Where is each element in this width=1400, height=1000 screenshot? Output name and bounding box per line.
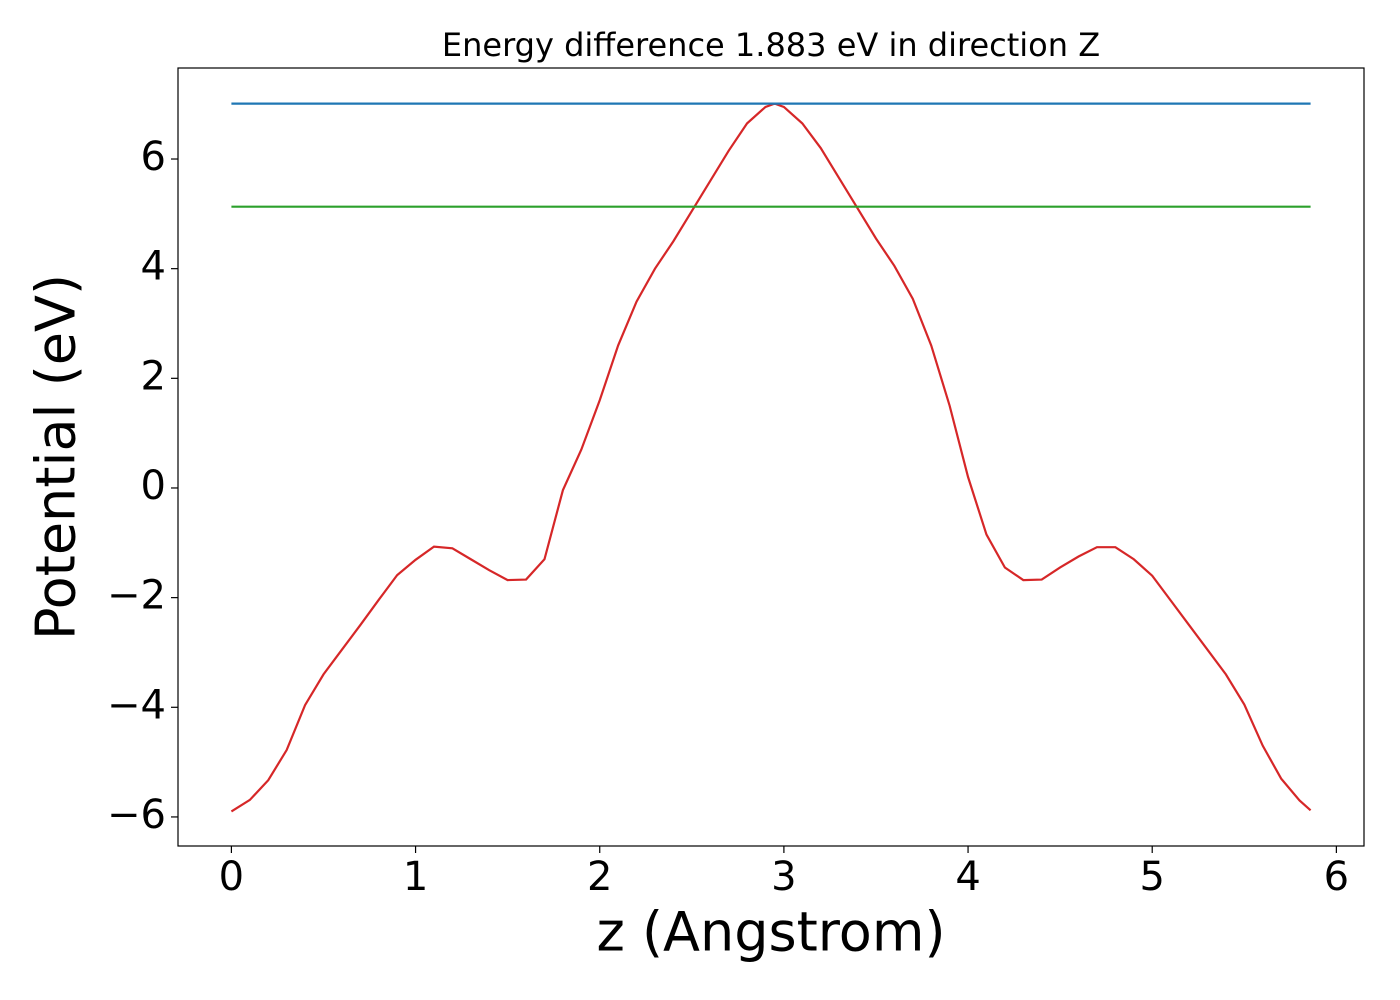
x-tick-label: 3 (771, 854, 796, 900)
x-tick-label: 5 (1139, 854, 1164, 900)
plot-frame (177, 67, 1365, 847)
y-tick-label: −2 (107, 573, 166, 619)
x-axis-label: z (Angstrom) (596, 901, 945, 964)
line-series (230, 102, 1312, 813)
y-tick-label: −6 (107, 792, 166, 838)
x-tick-label: 4 (955, 854, 980, 900)
y-axis-label: Potential (eV) (25, 274, 88, 640)
y-tick-label: 4 (141, 244, 166, 290)
x-tick-label: 0 (219, 854, 244, 900)
chart-title: Energy difference 1.883 eV in direction … (442, 26, 1100, 64)
y-tick-label: −4 (107, 682, 166, 728)
x-tick-label: 2 (587, 854, 612, 900)
y-tick-label: 0 (141, 463, 166, 509)
x-tick-label: 6 (1324, 854, 1349, 900)
y-tick-label: 2 (141, 353, 166, 399)
y-tick-label: 6 (141, 134, 166, 180)
x-tick-label: 1 (403, 854, 428, 900)
